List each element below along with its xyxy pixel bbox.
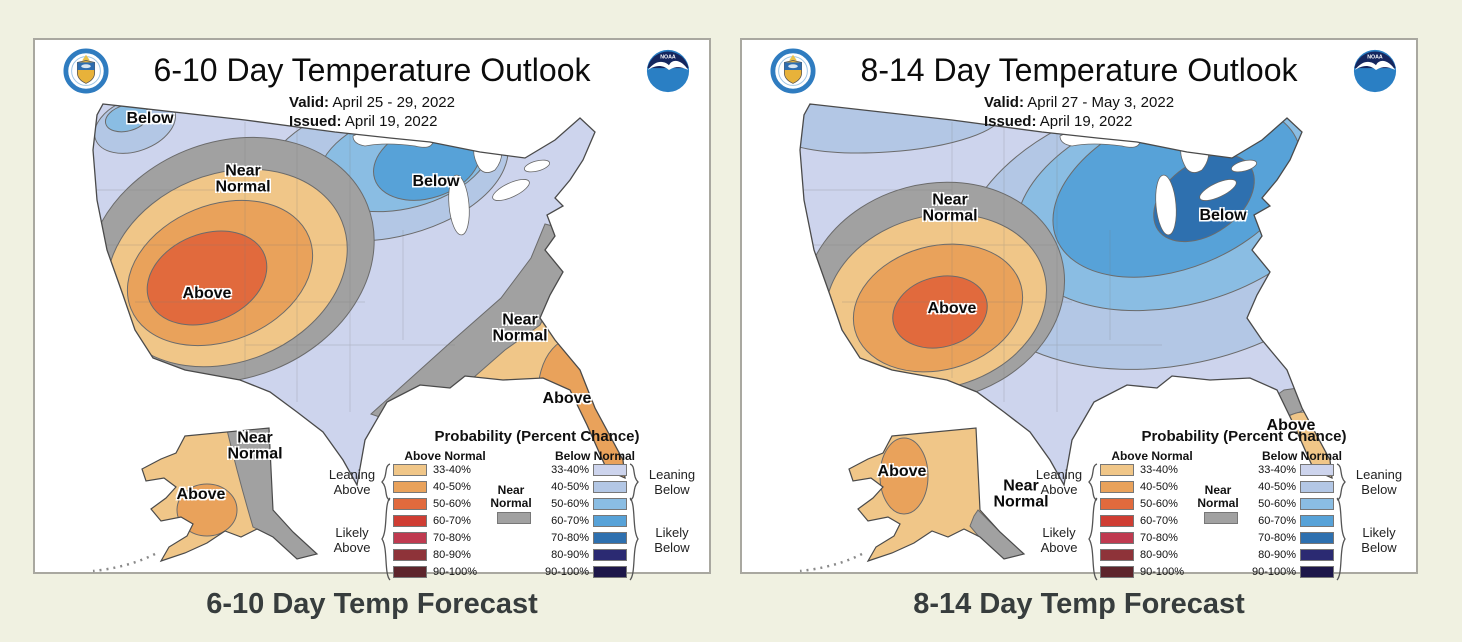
region-label-above-southwest: Above bbox=[182, 284, 232, 302]
svg-text:NOAA: NOAA bbox=[660, 55, 676, 61]
issue-block: Valid: April 25 - 29, 2022 Issued: April… bbox=[35, 94, 709, 132]
valid-line: Valid: April 27 - May 3, 2022 bbox=[983, 94, 1175, 111]
region-label-above-alaska: Above bbox=[176, 485, 226, 503]
region-label-near-normal-alaska: Near Normal bbox=[993, 477, 1049, 511]
aleutian-islands bbox=[799, 552, 863, 573]
map-title: 8-14 Day Temperature Outlook bbox=[860, 52, 1298, 88]
conus-contours bbox=[93, 104, 625, 485]
caption-8-14-day: 8-14 Day Temp Forecast bbox=[913, 588, 1245, 620]
region-label-near-normal-rockies: Near Normal bbox=[215, 162, 271, 196]
region-label-above-alaska: Above bbox=[877, 462, 927, 480]
region-label-below-midwest: Below bbox=[412, 172, 460, 190]
outlook-map-6-10-day bbox=[92, 103, 626, 573]
svg-text:NOAA: NOAA bbox=[1367, 55, 1383, 61]
state-lines bbox=[800, 122, 1162, 412]
dept-of-commerce-logo-icon bbox=[770, 48, 816, 99]
issue-block: Valid: April 27 - May 3, 2022 Issued: Ap… bbox=[742, 94, 1416, 132]
region-label-near-normal-rockies: Near Normal bbox=[922, 191, 978, 225]
region-label-above-florida: Above bbox=[542, 389, 592, 407]
noaa-logo-icon: NOAA bbox=[645, 48, 691, 99]
region-label-below-nw: Below bbox=[126, 109, 174, 127]
region-label-above-florida: Above bbox=[1266, 416, 1316, 434]
region-label-above-southwest: Above bbox=[927, 299, 977, 317]
map-title: 6-10 Day Temperature Outlook bbox=[153, 52, 591, 88]
map-card-8-14-day: 8-14 Day Temperature Outlook NOAA Valid:… bbox=[740, 38, 1418, 581]
issued-line: Issued: April 19, 2022 bbox=[289, 112, 438, 130]
alaska-outline bbox=[141, 427, 319, 563]
caption-6-10-day: 6-10 Day Temp Forecast bbox=[206, 588, 538, 620]
issued-line: Issued: April 19, 2022 bbox=[983, 112, 1133, 130]
state-lines bbox=[93, 122, 455, 412]
region-label-near-normal-alaska: Near Normal bbox=[227, 429, 283, 463]
region-label-below-great-lakes: Below bbox=[1199, 206, 1247, 224]
aleutian-islands bbox=[92, 552, 156, 573]
alaska-outline bbox=[848, 427, 1026, 563]
dept-of-commerce-logo-icon bbox=[63, 48, 109, 99]
region-label-near-normal-southeast: Near Normal bbox=[492, 311, 548, 345]
map-card-6-10-day: 6-10 Day Temperature Outlook NOAA Valid:… bbox=[33, 38, 711, 581]
valid-line: Valid: April 25 - 29, 2022 bbox=[289, 94, 455, 111]
noaa-logo-icon: NOAA bbox=[1352, 48, 1398, 99]
outlook-map-8-14-day bbox=[799, 103, 1333, 573]
